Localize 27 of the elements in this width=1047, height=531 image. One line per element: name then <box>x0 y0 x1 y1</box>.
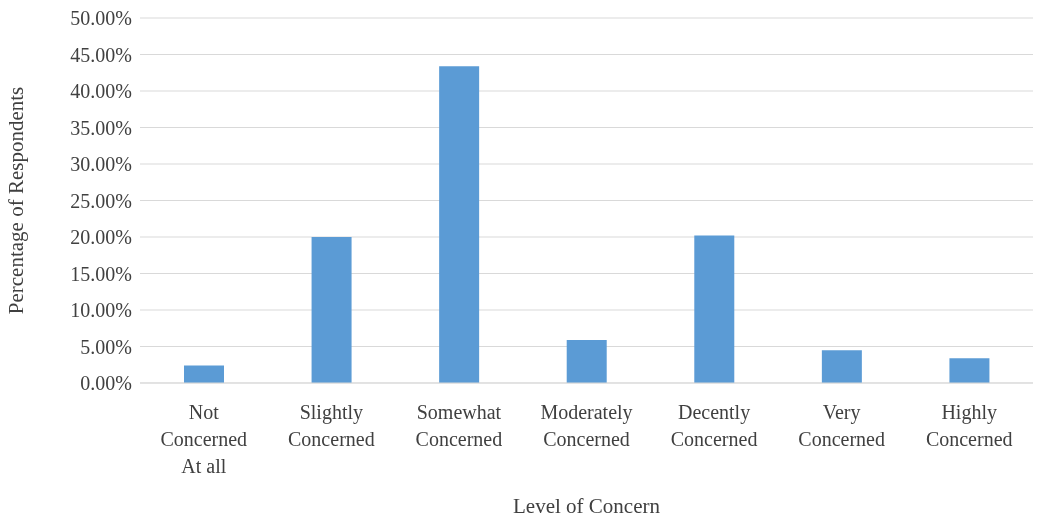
y-tick-label: 0.00% <box>80 372 132 395</box>
y-tick-label: 45.00% <box>70 43 132 66</box>
bar <box>821 350 862 383</box>
bar <box>694 235 735 383</box>
x-tick-label: Very Concerned <box>798 401 885 450</box>
x-tick-label: Slightly Concerned <box>288 401 375 450</box>
y-tick-label: 25.00% <box>70 189 132 212</box>
x-tick-label: Highly Concerned <box>925 401 1013 450</box>
bar <box>184 365 224 383</box>
x-tick-label: Decently Concerned <box>670 401 758 450</box>
bar <box>311 237 352 383</box>
bar <box>566 339 607 383</box>
y-tick-label: 10.00% <box>70 299 132 322</box>
y-tick-label: 30.00% <box>70 153 132 176</box>
y-tick-label: 15.00% <box>70 262 132 285</box>
y-tick-label: 35.00% <box>70 116 132 139</box>
y-tick-label: 50.00% <box>70 7 132 30</box>
x-axis-title: Level of Concern <box>513 494 661 518</box>
y-tick-label: 40.00% <box>70 80 132 103</box>
bar <box>439 66 480 383</box>
y-tick-label: 5.00% <box>80 335 132 358</box>
x-tick-label: Not Concerned At all <box>160 401 248 477</box>
y-tick-label: 20.00% <box>70 226 132 249</box>
bar <box>949 358 990 383</box>
x-tick-label: Somewhat Concerned <box>415 401 503 450</box>
y-axis-title: Percentage of Respondents <box>4 86 29 315</box>
x-tick-label: Moderately Concerned <box>540 401 633 450</box>
